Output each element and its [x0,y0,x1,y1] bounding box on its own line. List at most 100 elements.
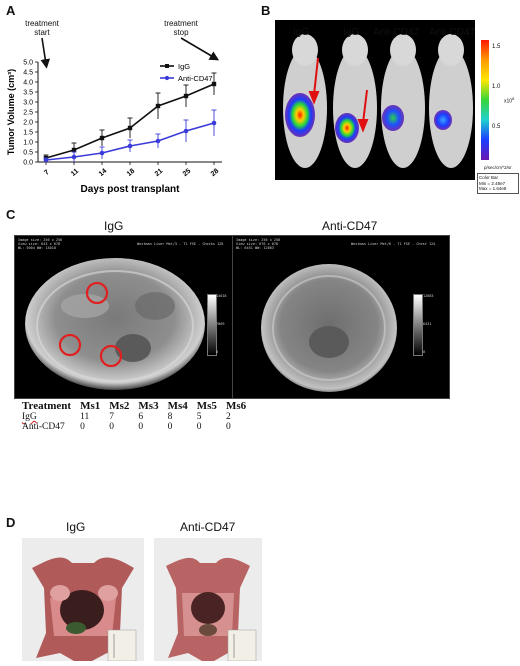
table-cell: Anti-CD47 [22,422,65,432]
legend-marker [164,75,170,81]
table-cell: 0 [196,422,202,432]
x-tick-label: 14 [98,168,109,178]
y-axis-label: Tumor Volume (cm³) [6,69,16,155]
necropsy-drawing-anti-cd47 [166,557,257,662]
mri-anatomy-anti-cd47 [261,264,397,392]
table-row: Anti-CD47 0 0 0 0 0 0 [22,422,255,432]
panel-a: A treatment start treatment stop 0.0 0.5 1.0… [0,0,255,200]
table-cell: 0 [225,422,231,432]
x-tick-label: 11 [70,168,80,178]
bioluminescence-image [275,20,475,180]
panel-letter-c: C [6,207,16,222]
treatment-start-label: treatment start [25,19,59,37]
mri-title-igg: IgG [104,219,124,233]
mri-meta-igg: Image size: 256 x 256 View size: 643 x 6… [18,238,63,250]
metastasis-count-table: Treatment Ms1 Ms2 Ms3 Ms4 Ms5 Ms6 IgG 11… [22,400,255,432]
mri-scale-anti-cd47-mid: 6431 [423,322,432,326]
label-mouse-4: Anti-CD47 [429,27,476,38]
data-point [155,103,161,109]
mouse-4 [429,34,473,168]
panel-c: C IgG Anti-CD47 Image size: 256 x 256 Vi… [0,205,520,460]
y-tick-label: 2.0 [23,120,33,127]
mri-scale-anti-cd47 [413,294,423,356]
mri-scale-anti-cd47-min: 0 [423,350,426,354]
table-cell: 0 [167,422,173,432]
table-cell: 11 [80,412,90,422]
data-point [71,147,77,153]
y-tick-label: 0.5 [23,150,33,157]
mri-anatomy-igg [25,258,205,390]
panel-letter-a: A [6,3,16,18]
mice-bioluminescence-svg [283,34,473,168]
table-header-row: Treatment Ms1 Ms2 Ms3 Ms4 Ms5 Ms6 [22,400,255,412]
y-tick-label: 4.5 [23,70,33,77]
x-tick-label: 18 [126,168,137,178]
colorbar-info-box: Color Bar Min = 2.48e7 Max = 1.64e8 [477,173,519,194]
table-header: Ms3 [138,400,159,412]
table-cell: 5 [196,412,202,422]
mri-scale-igg-mid: 7009 [216,322,225,326]
mri-scale-igg-min: 0 [216,350,219,354]
data-point [127,143,133,149]
table-cell: 6 [138,412,144,422]
mri-scale-anti-cd47-max: 12863 [423,294,434,298]
data-point [183,93,189,99]
table-cell: 0 [138,422,144,432]
table-header: Ms2 [109,400,130,412]
series-1 [43,109,217,163]
tumor-volume-chart: 0.0 0.5 1.0 1.5 2.0 2.5 3.0 3.5 4.0 4.5 5.0 7 11 14 18… [6,37,222,195]
colorbar-tick-2: 1.0 [492,84,501,90]
data-point [211,81,217,87]
necropsy-photo-igg [22,538,144,662]
y-tick-label: 1.0 [23,140,33,147]
table-cell: 0 [109,422,114,432]
mri-meta-anti-cd47-series: Westman Liver Met/6 - T1 FSE - Chest 124 [351,242,436,246]
y-tick-label: 1.5 [23,130,33,137]
table-header: Ms5 [196,400,217,412]
data-point [71,154,77,160]
treatment-start-arrow [40,37,51,69]
necropsy-title-anti-cd47: Anti-CD47 [180,520,236,534]
table-cell: IgG [22,412,37,422]
y-tick-label: 2.5 [23,110,33,117]
mri-scale-igg [207,294,217,356]
panel-b: B [255,0,520,200]
panel-d: D IgG Anti-CD47 [0,462,520,662]
treatment-stop-arrow [180,37,220,61]
colorbar-tick-1: 1.5 [492,44,501,50]
mouse-3 [381,34,425,168]
panel-letter-b: B [261,3,271,18]
mri-scan-igg: Image size: 256 x 256 View size: 643 x 6… [14,235,236,399]
table-cell: 0 [80,422,85,432]
label-mouse-1: IgG [293,27,310,38]
table-header: Ms4 [167,400,188,412]
necropsy-photo-anti-cd47 [154,538,262,662]
table-cell: 2 [225,412,231,422]
mri-meta-anti-cd47: Image size: 256 x 256 View size: 676 x 6… [236,238,281,250]
x-tick-label: 25 [182,168,193,178]
mri-meta-igg-series: Westman Liver Met/3 - T1 FSE - Checks 12… [137,242,224,246]
mri-scale-igg-max: 14018 [216,294,227,298]
label-mouse-2: IgG [343,27,360,38]
data-point [211,120,217,126]
colorbar [481,40,489,160]
table-row: IgG 11 7 6 8 5 2 [22,412,255,422]
metastasis-circles [58,281,123,368]
y-tick-label: 0.0 [23,160,33,167]
x-tick-label: 28 [210,168,221,178]
x-tick-label: 21 [154,168,165,178]
colorbar-exponent: x108 [504,96,515,105]
table-header: Ms1 [80,400,101,412]
mri-title-anti-cd47: Anti-CD47 [322,219,378,233]
treatment-stop-label: treatment stop [164,19,198,37]
y-tick-label: 5.0 [23,60,33,67]
table-header: Treatment [22,400,72,412]
colorbar-tick-3: 0.5 [492,124,501,130]
legend-label: IgG [178,62,190,71]
mouse-2 [333,34,377,168]
y-tick-label: 3.5 [23,90,33,97]
colorbar-unit: p/sec/cm^2/sr [484,165,512,170]
data-point [99,135,105,141]
y-tick-label: 4.0 [23,80,33,87]
mri-scan-anti-cd47: Image size: 256 x 256 View size: 676 x 6… [232,235,450,399]
